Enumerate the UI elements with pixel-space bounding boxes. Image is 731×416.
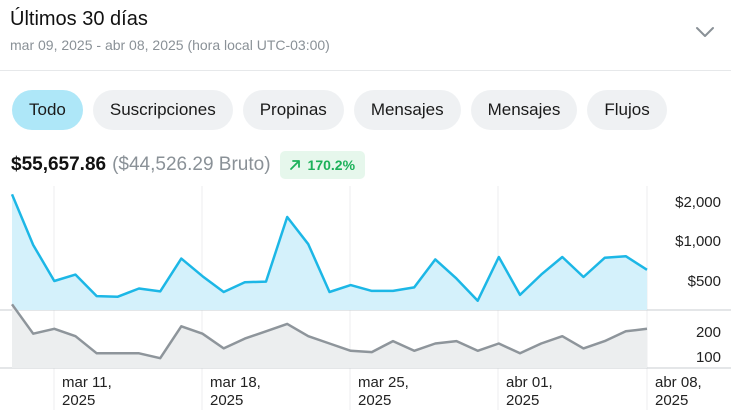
transactions-area-fill	[12, 304, 647, 368]
collapse-button[interactable]	[693, 20, 717, 44]
net-total: $55,657.86	[11, 154, 107, 175]
change-percent: 170.2%	[307, 157, 356, 173]
filter-flujos[interactable]: Flujos	[587, 90, 667, 130]
y-tick-label: 200	[696, 324, 721, 341]
y-tick-label: $2,000	[675, 194, 721, 211]
filter-todo[interactable]: Todo	[12, 90, 83, 130]
y-tick-label: $500	[688, 273, 721, 290]
x-tick-label: mar 11, 2025	[62, 374, 112, 409]
y-tick-label: $1,000	[675, 233, 721, 250]
x-tick-label: mar 18, 2025	[210, 374, 261, 409]
earnings-summary: $55,657.86 ($44,526.29 Bruto) 170.2%	[11, 151, 366, 179]
header: Últimos 30 días mar 09, 2025 - abr 08, 2…	[0, 0, 731, 71]
date-range: mar 09, 2025 - abr 08, 2025 (hora local …	[10, 37, 330, 53]
filter-mensajes[interactable]: Mensajes	[353, 90, 461, 130]
filter-suscripciones[interactable]: Suscripciones	[92, 90, 233, 130]
filter-chips: Todo Suscripciones Propinas Mensajes Men…	[12, 90, 667, 130]
x-tick-label: abr 01, 2025	[506, 374, 553, 409]
x-tick-label: abr 08, 2025	[655, 374, 702, 409]
x-tick-label: mar 25, 2025	[358, 374, 409, 409]
arrow-up-right-icon	[289, 160, 300, 170]
filter-mensajes-2[interactable]: Mensajes	[470, 90, 578, 130]
chevron-down-icon	[696, 27, 714, 37]
y-tick-label: 100	[696, 349, 721, 366]
page-title: Últimos 30 días	[10, 8, 148, 30]
change-badge: 170.2%	[279, 151, 366, 179]
gross-total: ($44,526.29 Bruto)	[112, 154, 271, 175]
earnings-chart: $2,000 $1,000 $500 200 100 mar 11, 2025 mar 18…	[0, 186, 731, 410]
filter-propinas[interactable]: Propinas	[242, 90, 344, 130]
